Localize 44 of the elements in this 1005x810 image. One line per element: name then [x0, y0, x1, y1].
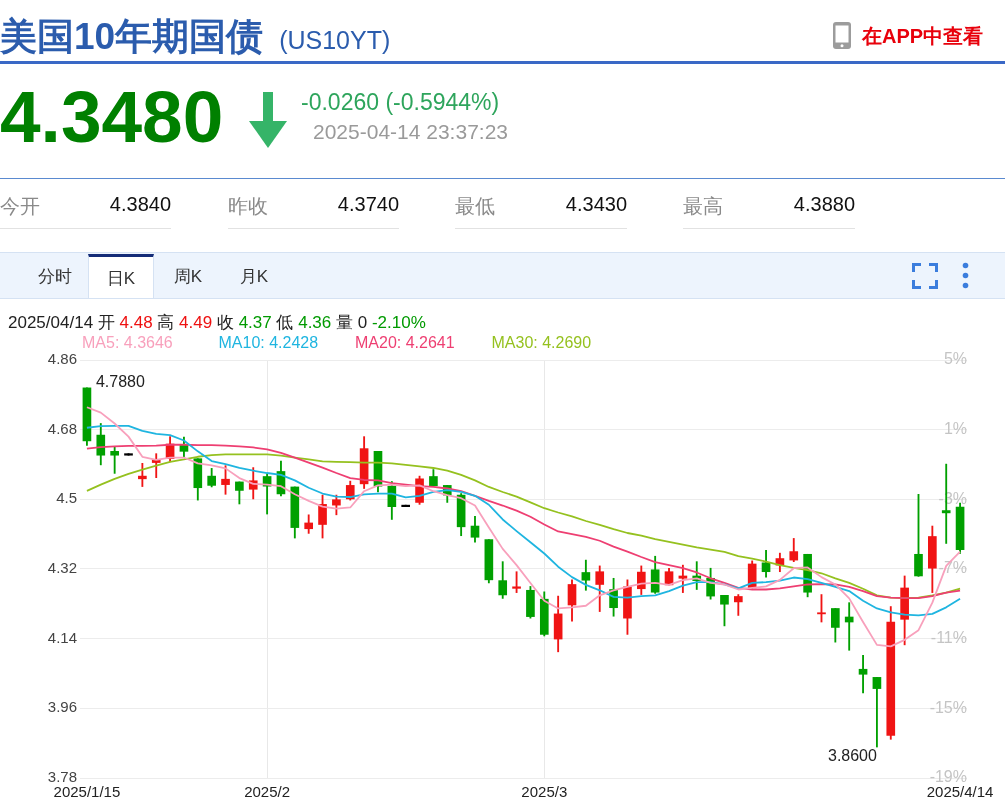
text: 日K [105, 268, 137, 290]
y2-tick-label: 5% [943, 350, 967, 368]
y2-tick-label: -11% [930, 629, 967, 647]
y-tick-label: 4.5 [56, 489, 77, 507]
x-tick-label: 2025/3 [521, 783, 568, 801]
text: 2025/04/14 开 4.48 高 4.49 收 4.37 低 4.36 量 0 -2.10% [8, 313, 426, 332]
text: 最低 [455, 194, 495, 219]
text: 昨收 [228, 194, 268, 219]
candlestick [844, 602, 854, 651]
text: 4.3480 [0, 76, 224, 157]
y-tick-label: 4.68 [47, 419, 77, 437]
text: 最高 [683, 194, 723, 219]
x-tick-label: 2025/4/14 [926, 783, 994, 801]
text: MA20: 4.2641 [355, 334, 456, 352]
x-tick-label: 2025/1/15 [53, 783, 121, 801]
text: 2025-04-14 23:37:23 [313, 120, 508, 144]
y-tick-label: 4.32 [47, 559, 77, 577]
annotation: 3.8600 [827, 747, 878, 765]
text: -0.0260 (-0.5944%) [301, 89, 500, 116]
candlestick [858, 654, 868, 694]
chart-title: 美国10年期国债 [0, 15, 264, 59]
text: MA10: 4.2428 [218, 334, 320, 352]
text: 4.3430 [565, 193, 627, 216]
text: 月K [238, 266, 270, 288]
text: 4.3880 [793, 193, 855, 216]
text: 4.3740 [337, 193, 399, 216]
candlestick [512, 571, 521, 593]
text: MA5: 4.3646 [82, 334, 174, 352]
chart-subtitle: (US10YT) [279, 26, 391, 55]
text: 在APP中查看 [862, 24, 984, 49]
y-tick-label: 3.96 [47, 698, 77, 716]
text: MA30: 4.2690 [491, 334, 593, 352]
y2-tick-label: -15% [929, 698, 967, 716]
y-tick-label: 3.78 [47, 768, 77, 786]
y2-tick-label: -19% [929, 768, 967, 786]
x-tick-label: 2025/2 [244, 783, 291, 801]
y-tick-label: 4.86 [47, 350, 77, 368]
text: 分时 [37, 266, 73, 288]
annotation: 4.7880 [95, 373, 145, 391]
y-tick-label: 4.14 [47, 628, 77, 646]
text: 4.3840 [109, 193, 171, 216]
y2-tick-label: 1% [943, 420, 967, 438]
text: 周K [172, 266, 204, 288]
text: 今开 [0, 194, 40, 219]
